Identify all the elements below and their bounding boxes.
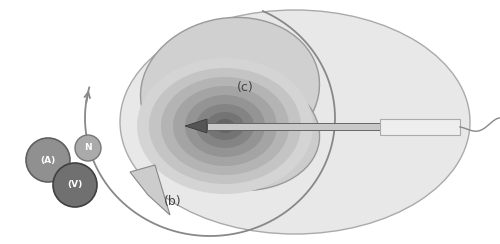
Text: (A): (A) [40,155,56,164]
Ellipse shape [149,68,301,184]
Text: (c): (c) [236,81,254,94]
Circle shape [26,138,70,182]
Bar [207,123,425,130]
Text: (b): (b) [164,195,182,209]
Ellipse shape [173,86,277,166]
Text: N: N [84,143,92,152]
Circle shape [75,135,101,161]
Ellipse shape [206,112,244,140]
Circle shape [53,163,97,207]
Polygon shape [130,165,170,215]
Ellipse shape [140,17,320,163]
Ellipse shape [150,69,320,191]
Bar [380,119,460,135]
Ellipse shape [215,119,235,133]
Polygon shape [185,119,207,133]
Text: (V): (V) [68,181,82,190]
Ellipse shape [161,77,289,175]
Ellipse shape [185,95,265,157]
Ellipse shape [196,104,254,148]
Ellipse shape [137,58,313,194]
Ellipse shape [120,10,470,234]
